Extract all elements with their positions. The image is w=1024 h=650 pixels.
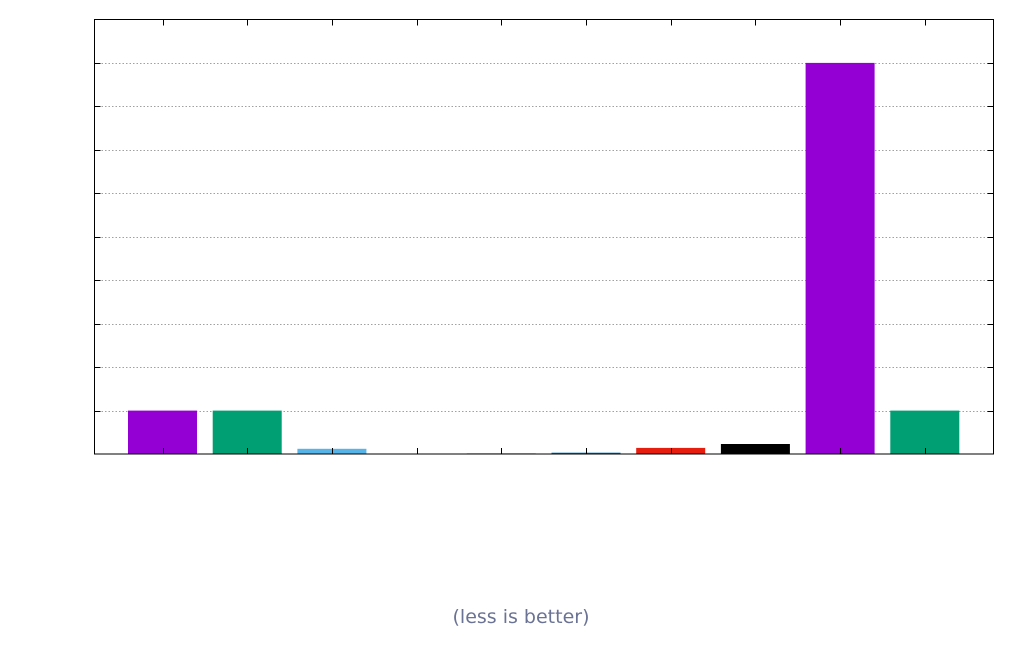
bar-1 (128, 410, 197, 454)
plot-frame (94, 19, 994, 455)
bar-7 (636, 447, 706, 454)
axis-ticks (94, 19, 994, 454)
bar-2 (212, 410, 282, 454)
bar-10 (890, 410, 960, 454)
bars (128, 62, 960, 455)
chart-caption: (less is better) (452, 606, 590, 628)
bar-3 (297, 448, 367, 454)
bar-9 (805, 62, 875, 455)
